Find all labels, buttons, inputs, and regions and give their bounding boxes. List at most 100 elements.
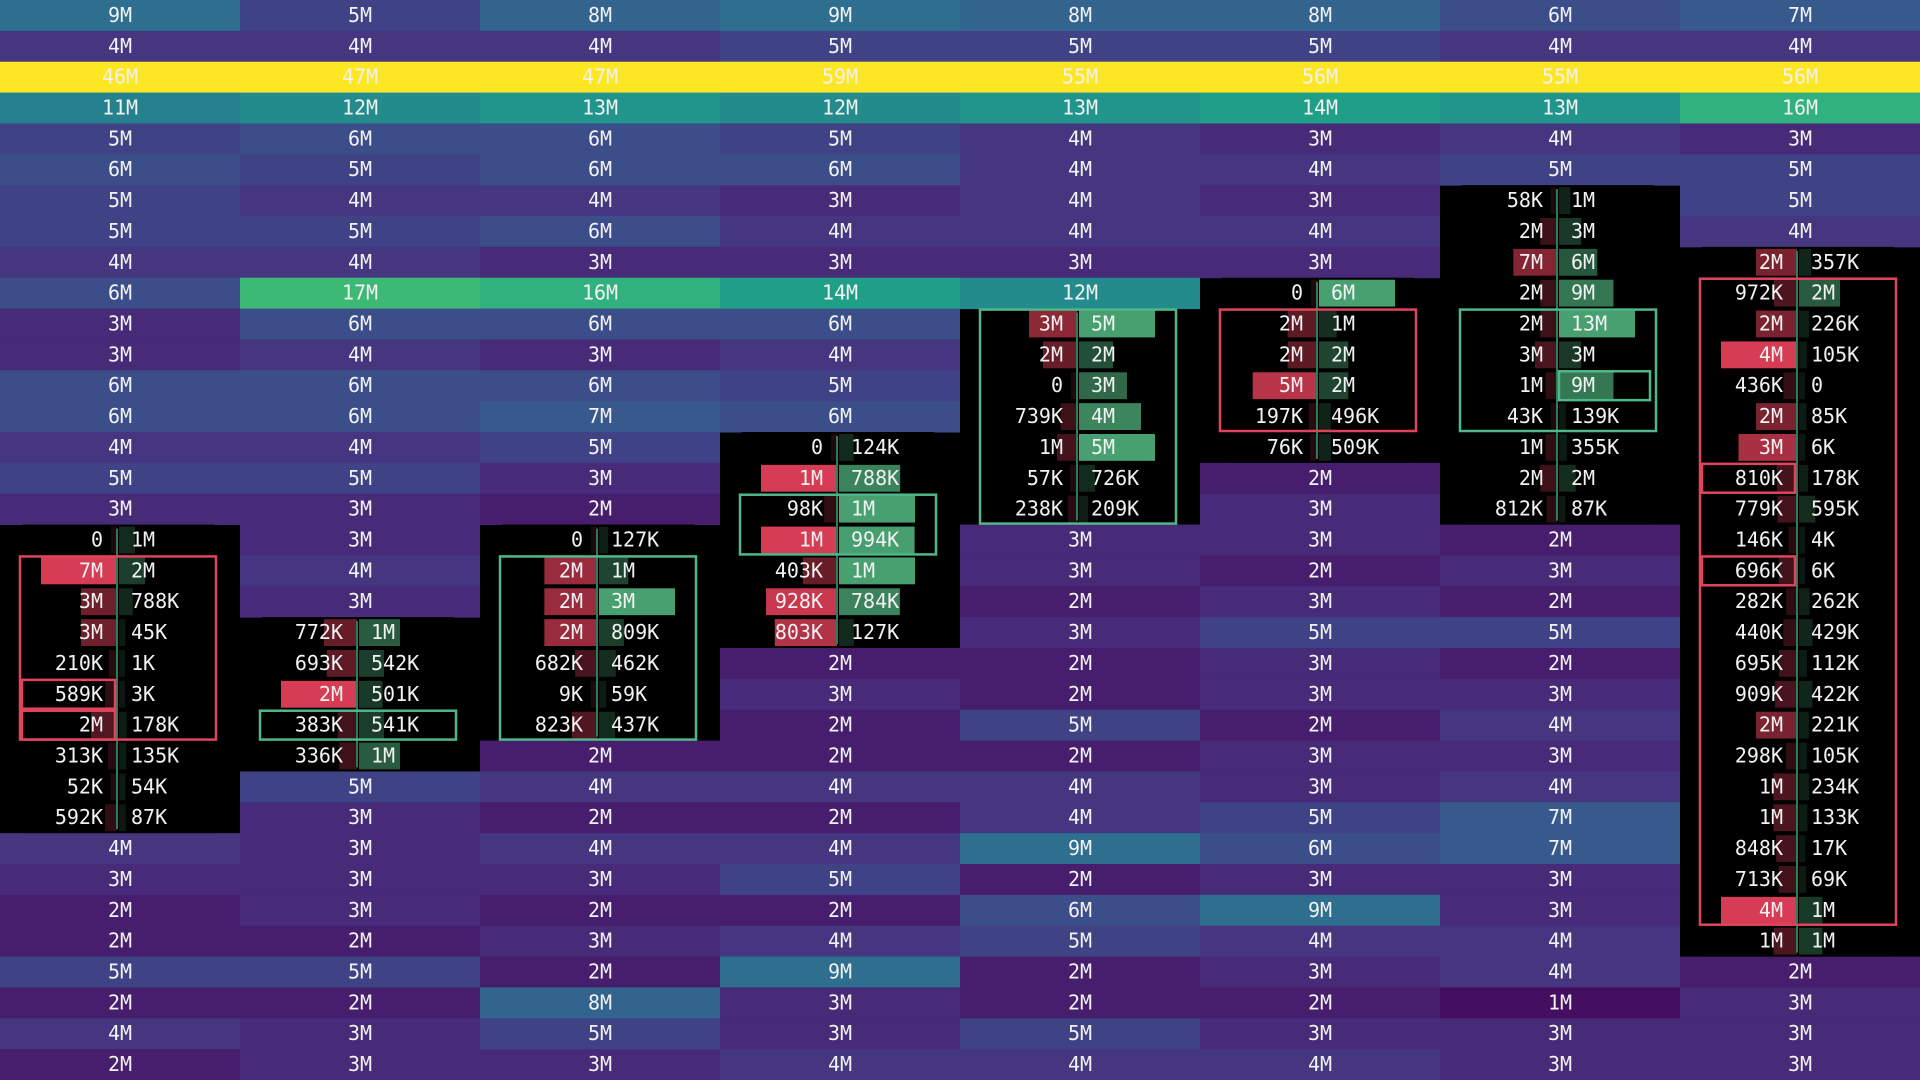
ask-bar (359, 619, 400, 646)
heat-cell (720, 401, 960, 433)
cell-label: 4M (828, 1052, 852, 1076)
ask-label: 1M (371, 744, 395, 768)
heat-cell (480, 833, 720, 865)
bid-label: 2M (1759, 713, 1783, 737)
cell-label: 2M (588, 744, 612, 768)
ask-bar (1079, 310, 1155, 338)
cell-label: 5M (1308, 34, 1332, 58)
heat-cell (240, 864, 480, 896)
bid-label: 713K (1735, 867, 1783, 891)
heat-cell (1200, 987, 1440, 1019)
ask-label: 809K (611, 620, 659, 644)
ask-label: 2M (1811, 281, 1835, 305)
heat-cell (240, 401, 480, 433)
bid-bar (81, 588, 117, 616)
bid-label: 592K (55, 805, 103, 829)
heat-cell (720, 308, 960, 340)
heat-cell (720, 1018, 960, 1050)
cell-label: 6M (588, 126, 612, 150)
bid-bar (1756, 248, 1797, 276)
heat-cell (960, 30, 1200, 63)
bid-label: 0 (811, 435, 823, 459)
ask-bar (839, 526, 915, 554)
highlight-box (20, 678, 117, 710)
cell-label: 2M (1068, 744, 1092, 768)
bid-label: 0 (1051, 373, 1063, 397)
ask-bar (1799, 650, 1807, 677)
heat-cell (720, 709, 960, 742)
heat-cell (0, 1049, 240, 1080)
heat-cell (960, 216, 1200, 248)
heat-cell (480, 1018, 720, 1050)
heat-cell (1200, 1049, 1440, 1080)
bid-label: 197K (1255, 404, 1303, 428)
ask-bar (1799, 588, 1810, 616)
cell-label: 4M (1548, 960, 1572, 984)
cell-label: 3M (1548, 744, 1572, 768)
cell-label: 55M (1542, 65, 1578, 89)
cell-label: 4M (828, 929, 852, 953)
bid-label: 9K (559, 682, 583, 706)
cell-label: 2M (1068, 682, 1092, 706)
cell-label: 6M (1548, 3, 1572, 27)
ask-bar (1559, 464, 1576, 492)
cell-label: 3M (1068, 250, 1092, 274)
ask-bar (1799, 866, 1807, 893)
cell-label: 3M (348, 589, 372, 613)
bid-bar (1252, 372, 1317, 400)
cell-label: 3M (1788, 1052, 1812, 1076)
cell-label: 3M (1308, 682, 1332, 706)
heat-cell (1680, 185, 1920, 217)
cell-label: 4M (108, 250, 132, 274)
bid-bar (1550, 187, 1557, 214)
heat-cell (240, 771, 480, 803)
cell-label: 11M (102, 96, 138, 120)
heat-cell (240, 123, 480, 155)
heat-cell (1680, 61, 1920, 94)
heat-cell (480, 30, 720, 63)
cell-label: 47M (582, 65, 618, 89)
cell-label: 6M (108, 157, 132, 181)
ask-label: 1M (371, 620, 395, 644)
ask-label: 726K (1091, 466, 1139, 490)
heat-cell (1440, 925, 1680, 958)
heat-cell (960, 524, 1200, 556)
heat-cell (720, 864, 960, 896)
bid-label: 1M (1759, 774, 1783, 798)
bid-label: 98K (787, 497, 823, 521)
heat-cell (1200, 771, 1440, 803)
bid-bar (1029, 310, 1077, 338)
bid-label: 298K (1735, 744, 1783, 768)
heat-cell (720, 339, 960, 371)
cell-label: 3M (588, 250, 612, 274)
cell-label: 3M (828, 682, 852, 706)
heat-cell (240, 246, 480, 279)
heat-cell (1440, 771, 1680, 803)
cell-label: 4M (1548, 713, 1572, 737)
ask-label: 355K (1571, 435, 1619, 459)
cell-label: 5M (108, 219, 132, 243)
bid-label: 2M (1759, 312, 1783, 336)
heat-cell (960, 555, 1200, 587)
heat-cell (0, 216, 240, 248)
cell-label: 2M (1308, 990, 1332, 1014)
bid-bar (1773, 773, 1797, 801)
heat-cell (1200, 30, 1440, 63)
bid-label: 282K (1735, 589, 1783, 613)
heat-cell (1200, 709, 1440, 742)
cell-label: 4M (588, 774, 612, 798)
cell-label: 5M (1308, 620, 1332, 644)
ask-bar (1559, 403, 1566, 430)
ask-label: 112K (1811, 651, 1859, 675)
ask-bar (599, 557, 629, 585)
highlight-box (1700, 462, 1797, 494)
bid-label: 972K (1735, 281, 1783, 305)
bid-label: 58K (1507, 188, 1543, 212)
cell-label: 9M (828, 960, 852, 984)
bid-label: 803K (775, 620, 823, 644)
ask-bar (359, 742, 400, 770)
bid-label: 589K (55, 682, 103, 706)
heat-cell (0, 154, 240, 186)
ask-bar (119, 650, 126, 677)
ask-label: 85K (1811, 404, 1847, 428)
